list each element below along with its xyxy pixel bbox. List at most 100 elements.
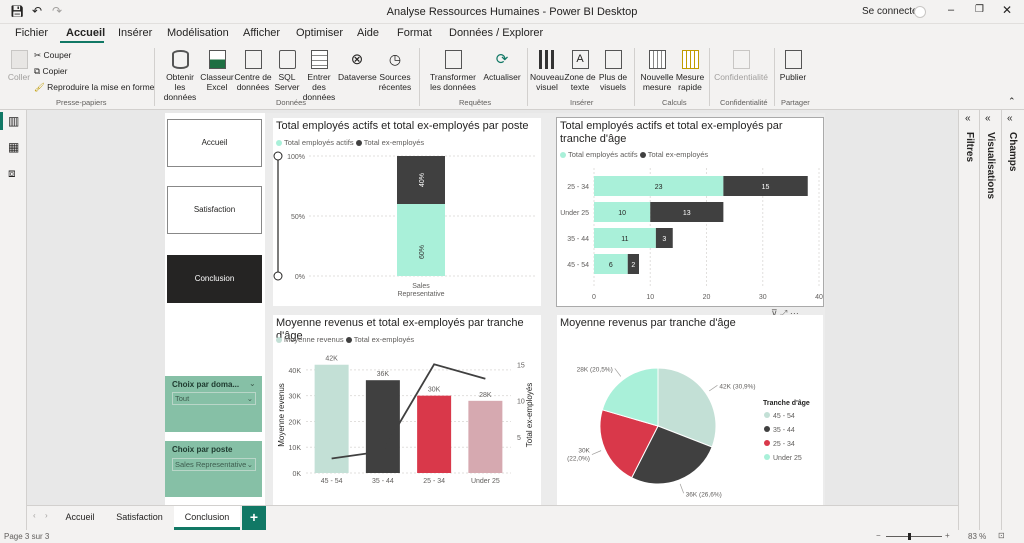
slicer-dropdown[interactable]: Tout ⌄ (172, 392, 256, 405)
quick-measure-button[interactable]: Mesure rapide (675, 50, 705, 92)
visual-stacked-hbar[interactable]: Total employés actifs et total ex-employ… (556, 117, 824, 318)
legend-swatch (560, 152, 566, 159)
enter-data-button[interactable]: Entrer des données (300, 50, 338, 102)
legend-swatch (639, 152, 646, 159)
data-label: 13 (683, 210, 691, 217)
prev-page-icon[interactable]: ‹ (33, 511, 36, 520)
zoom-slider-thumb[interactable] (908, 533, 911, 540)
report-view-icon[interactable]: ▥ (8, 114, 20, 128)
get-data-button[interactable]: Obtenir les données (160, 50, 200, 102)
focus-mode-icon[interactable]: ⤢ (780, 308, 788, 318)
transform-data-button[interactable]: Transformer les données (425, 50, 481, 92)
new-measure-button[interactable]: Nouvelle mesure (639, 50, 675, 92)
tab-donnees-explorer[interactable]: Données / Explorer (449, 27, 544, 39)
filter-icon[interactable]: ⊽ (771, 308, 778, 318)
tab-aide[interactable]: Aide (357, 27, 380, 39)
next-page-icon[interactable]: › (45, 511, 48, 520)
sign-in-link[interactable]: Se connecter (862, 6, 921, 17)
save-icon[interactable]: 💾︎ (10, 6, 24, 18)
data-label: 3 (662, 236, 666, 243)
x-tick-label: 10 (646, 294, 654, 301)
excel-button[interactable]: Classeur Excel (200, 50, 234, 92)
zoom-out-icon[interactable]: − (876, 531, 881, 540)
tab-optimiser[interactable]: Optimiser (296, 27, 344, 39)
tab-fichier[interactable]: Fichier (15, 27, 49, 39)
dataverse-button[interactable]: ⊗ Dataverse (338, 51, 377, 82)
expand-fields-icon[interactable]: « (1007, 113, 1013, 124)
tab-format[interactable]: Format (397, 27, 432, 39)
y2-tick-label: 10 (517, 399, 525, 406)
refresh-button[interactable]: ⟳ Actualiser (483, 51, 521, 82)
legend-label: Total employés actifs (284, 138, 354, 147)
tab-afficher[interactable]: Afficher (243, 27, 281, 39)
visual-stacked-100-bar[interactable]: Total employés actifs et total ex-employ… (273, 118, 541, 306)
zoom-level: 83 % (968, 532, 987, 541)
y-tick-label: 0K (292, 471, 301, 478)
leader-line (679, 483, 684, 494)
chevron-down-icon[interactable]: ⌄ (249, 379, 256, 388)
bar-ex-employees (397, 156, 445, 204)
page-tab-accueil[interactable]: Accueil (65, 512, 95, 522)
visual-title: Moyenne revenus et total ex-employés par… (276, 317, 524, 342)
tab-accueil[interactable]: Accueil (66, 27, 106, 39)
copy-button[interactable]: ⧉ Copier (34, 66, 68, 76)
fit-page-icon[interactable]: ⊡ (998, 531, 1005, 540)
visualizations-pane[interactable]: Visualisations (985, 132, 996, 200)
zoom-slider[interactable] (886, 536, 942, 537)
y-tick-label: 35 - 44 (567, 236, 589, 243)
nav-button-accueil[interactable]: Accueil (167, 119, 262, 167)
fields-pane[interactable]: Champs (1007, 132, 1018, 172)
expand-visualizations-icon[interactable]: « (985, 113, 991, 124)
y-tick-label: 30K (289, 394, 302, 401)
title-bar: 💾︎ ↶ ↷ Analyse Ressources Humaines - Pow… (0, 0, 1024, 24)
redo-icon[interactable]: ↷ (52, 4, 63, 18)
format-painter-button[interactable]: 🖌︎ Reproduire la mise en forme (34, 82, 155, 92)
cut-button[interactable]: ✂ Couper (34, 50, 72, 60)
data-hub-button[interactable]: Centre de données (234, 50, 272, 92)
pie-slice (601, 367, 659, 427)
sensitivity-button[interactable]: Confidentialité (713, 50, 769, 82)
expand-filters-icon[interactable]: « (965, 113, 971, 124)
x-tick-label: 40 (815, 294, 823, 301)
slicer-dropdown[interactable]: Sales Representative ⌄ (172, 458, 256, 471)
bar-active-employees (594, 202, 651, 222)
more-visuals-button[interactable]: Plus de visuels (597, 50, 629, 92)
visual-combo-chart[interactable]: Moyenne revenus et total ex-employés par… (273, 315, 541, 505)
zoom-in-icon[interactable]: + (945, 531, 950, 540)
publish-button[interactable]: Publier (778, 50, 808, 82)
y2-axis-label: Total ex-employés (525, 383, 534, 447)
bar-active-employees (397, 204, 445, 276)
restore-icon[interactable]: ❐ (975, 4, 984, 15)
y-tick-label: 45 - 54 (567, 262, 589, 269)
nav-button-satisfaction[interactable]: Satisfaction (167, 186, 262, 234)
page-tab-satisfaction[interactable]: Satisfaction (116, 512, 163, 522)
more-options-icon[interactable]: ⋯ (789, 308, 799, 318)
legend-label: Total ex-employés (647, 150, 709, 159)
tab-modelisation[interactable]: Modélisation (167, 27, 229, 39)
close-icon[interactable]: ✕ (1002, 3, 1013, 17)
group-label-insert: Insérer (570, 98, 594, 107)
new-visual-button[interactable]: Nouveau visuel (530, 50, 564, 92)
filters-pane[interactable]: Filtres (964, 132, 975, 163)
legend-label: Moyenne revenus (284, 335, 344, 344)
model-view-icon[interactable]: ⧈ (8, 166, 16, 180)
tab-inserer[interactable]: Insérer (118, 27, 153, 39)
text-box-button[interactable]: A Zone de texte (564, 50, 596, 92)
visual-pie-chart[interactable]: Moyenne revenus par tranche d'âge 42K (3… (557, 315, 823, 505)
minimize-icon[interactable]: – (948, 4, 955, 16)
bar-chart-icon (538, 50, 556, 69)
paste-button[interactable]: Coller (6, 50, 32, 82)
undo-icon[interactable]: ↶ (32, 4, 43, 18)
nav-button-conclusion[interactable]: Conclusion (167, 255, 262, 303)
recent-sources-button[interactable]: ◷ Sources récentes (378, 51, 412, 92)
x-tick-label: 0 (592, 294, 596, 301)
table-view-icon[interactable]: ▦ (8, 140, 20, 154)
active-view-indicator (0, 112, 3, 130)
sql-server-button[interactable]: SQL Server (273, 50, 301, 92)
add-page-button[interactable]: + (242, 506, 266, 530)
bar-average-income (468, 400, 503, 473)
page-tab-conclusion[interactable]: Conclusion (174, 506, 240, 530)
collapse-ribbon-icon[interactable]: ⌃ (1008, 96, 1016, 106)
legend-title: Tranche d'âge (763, 400, 810, 407)
avatar[interactable] (914, 6, 926, 18)
